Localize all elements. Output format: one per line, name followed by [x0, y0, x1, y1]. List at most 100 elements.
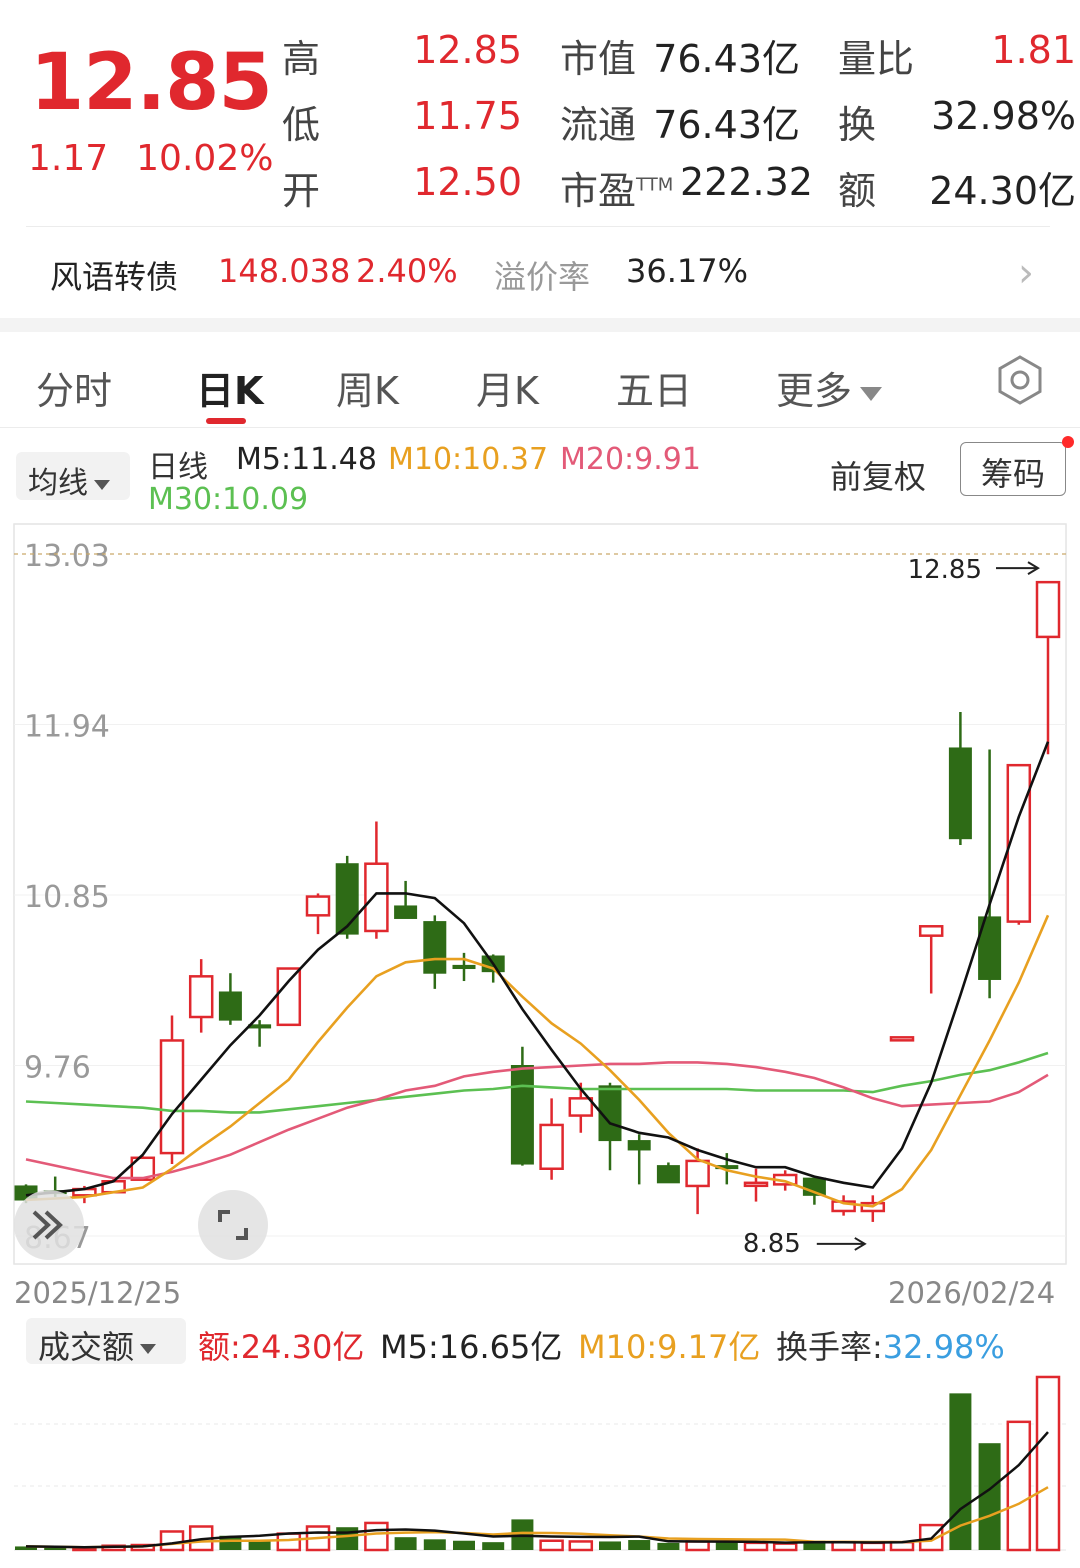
volume-m5-label: M5:16.65亿 — [380, 1328, 563, 1366]
high-label: 高 — [282, 37, 321, 81]
candle-body — [1035, 580, 1061, 639]
y-tick-label: 11.94 — [24, 710, 110, 745]
volume-bar — [1006, 1420, 1032, 1552]
volume-bar — [860, 1541, 886, 1552]
caret-down-icon — [94, 479, 110, 490]
candle-body — [627, 1140, 651, 1151]
indicator-dropdown-label: 均线 — [28, 466, 88, 501]
ma20-line — [25, 1061, 1049, 1180]
period-tabs: 分时 日K 周K 月K 五日 更多 — [0, 332, 1080, 428]
candle-body — [130, 1156, 156, 1181]
double-chevron-right-icon — [32, 1210, 63, 1240]
volume-ratio-label: 量比 — [838, 37, 915, 81]
chips-distribution-button[interactable]: 筹码 — [960, 442, 1066, 496]
x-axis-end-date: 2026/02/24 — [888, 1276, 1056, 1310]
volume-bar — [248, 1540, 271, 1550]
tab-intraday[interactable]: 分时 — [36, 369, 113, 413]
ma10-label: M10:10.37 — [388, 442, 549, 477]
candle-body — [248, 1024, 272, 1029]
volume-bar — [482, 1542, 505, 1550]
tab-more[interactable]: 更多 — [776, 360, 883, 415]
candle-body — [656, 1165, 680, 1184]
candle-body — [685, 1159, 710, 1188]
candle-body — [364, 862, 389, 933]
candle-body — [889, 1036, 915, 1042]
candle-body — [188, 975, 214, 1019]
volume-bar — [978, 1443, 1001, 1550]
candle-body — [510, 1065, 534, 1165]
adjustment-toggle[interactable]: 前复权 — [830, 458, 927, 496]
volume-bar — [803, 1540, 826, 1550]
indicator-dropdown[interactable]: 均线 — [16, 452, 130, 501]
tab-five-day[interactable]: 五日 — [616, 369, 693, 413]
turnover-rate-label: 换手率:32.98% — [776, 1322, 1005, 1368]
volume-bar — [539, 1539, 564, 1552]
turnover-value: 32.98% — [931, 94, 1076, 138]
volume-bar — [15, 1546, 37, 1550]
fullscreen-button[interactable] — [198, 1190, 268, 1260]
candle-body — [743, 1181, 769, 1188]
section-gap — [0, 318, 1080, 332]
candle-body — [452, 964, 476, 970]
candle-body — [394, 905, 418, 919]
volume-ratio-value: 1.81 — [991, 28, 1076, 72]
divider — [26, 226, 1050, 227]
chevron-down-icon — [860, 386, 883, 401]
candle-body — [918, 925, 944, 937]
low-label: 低 — [282, 103, 321, 147]
volume-bar — [715, 1542, 738, 1550]
pe-label: 市盈TTM — [560, 160, 673, 215]
convertible-bond-row[interactable]: 风语转债 148.038 2.40% 溢价率 36.17% › — [0, 232, 1080, 314]
tab-monthly-k[interactable]: 月K — [476, 369, 539, 413]
change-percent: 10.02% — [136, 138, 274, 179]
low-value: 11.75 — [413, 94, 522, 138]
premium-value: 36.17% — [626, 252, 749, 290]
pe-value: 222.32 — [680, 160, 813, 204]
tab-weekly-k[interactable]: 周K — [336, 369, 399, 413]
turnover-rate-prefix: 换手率: — [776, 1328, 883, 1366]
bond-price: 148.038 — [218, 252, 351, 290]
tab-daily-k[interactable]: 日K — [196, 369, 264, 413]
last-price: 12.85 — [30, 38, 273, 128]
volume-bar-chart[interactable] — [0, 1360, 1080, 1568]
volume-bar — [743, 1541, 769, 1552]
notification-dot — [1062, 436, 1074, 448]
candle-body — [305, 895, 331, 917]
expand-corners-icon — [218, 1210, 248, 1240]
price-change: 1.17 10.02% — [28, 138, 273, 179]
volume-indicator-dropdown[interactable]: 成交额 — [26, 1318, 186, 1366]
volume-bar — [628, 1540, 651, 1550]
ma10-line — [25, 914, 1050, 1208]
x-axis-start-date: 2025/12/25 — [14, 1276, 182, 1310]
candle-body — [978, 916, 1002, 980]
premium-label: 溢价率 — [494, 258, 591, 296]
y-tick-label: 13.03 — [24, 539, 110, 574]
volume-bar — [657, 1542, 680, 1550]
candle-body — [218, 991, 242, 1021]
ma5-line — [25, 741, 1050, 1197]
volume-bar — [453, 1540, 475, 1550]
ma5-label: M5:11.48 — [236, 442, 377, 477]
chevron-right-icon[interactable]: › — [1018, 250, 1034, 296]
fast-forward-button[interactable] — [14, 1190, 84, 1260]
volume-bar — [1035, 1375, 1061, 1552]
volume-bar — [423, 1539, 446, 1550]
open-label: 开 — [282, 169, 321, 213]
volume-dropdown-label: 成交额 — [38, 1328, 135, 1366]
candle-body — [335, 863, 359, 935]
high-value: 12.85 — [413, 28, 522, 72]
pe-ttm-sup: TTM — [636, 174, 674, 196]
ma30-line — [25, 1051, 1049, 1114]
volume-bar — [949, 1393, 972, 1550]
volume-bar — [219, 1535, 242, 1550]
settings-hexagon-icon[interactable] — [994, 354, 1046, 406]
min-arrow-head — [854, 1237, 867, 1251]
float-cap-value: 76.43亿 — [653, 103, 800, 147]
volume-bar — [276, 1532, 302, 1552]
volume-bar — [772, 1542, 798, 1552]
volume-bar — [568, 1540, 594, 1552]
max-price-label: 12.85 — [908, 555, 982, 585]
candle-body — [598, 1085, 622, 1142]
volume-ma5-line — [25, 1431, 1049, 1549]
